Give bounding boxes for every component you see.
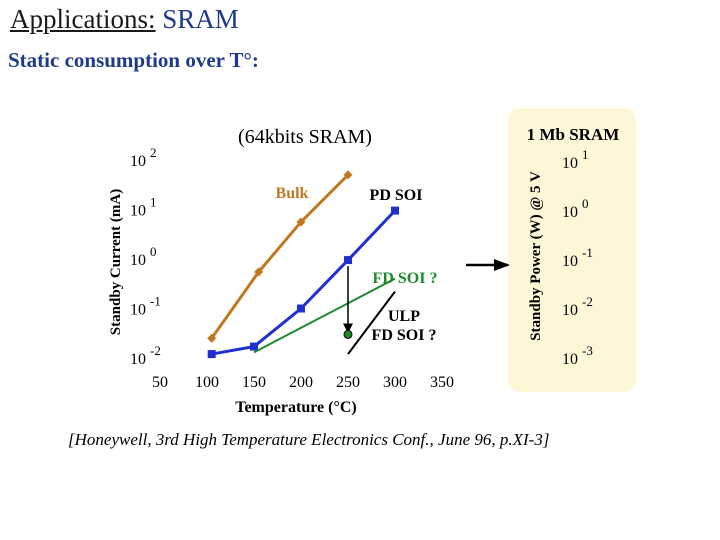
side-panel-ylabel: Standby Power (W) @ 5 V [528,171,544,341]
y-tick-label: 10-2 [130,343,161,368]
x-tick-label: 350 [430,374,454,391]
point-pd-soi [297,304,305,313]
title-suffix: SRAM [162,4,239,34]
x-tick-label: 250 [336,374,360,391]
point-pd-soi [207,350,216,359]
x-tick-label: 150 [242,374,266,391]
x-ticks: 50 100 150 200 250 300 350 [152,374,454,391]
side-tick-label: 10-2 [562,294,593,319]
point-pd-soi [250,342,258,351]
point-bulk [343,170,353,180]
reference-citation: [Honeywell, 3rd High Temperature Electro… [68,430,550,449]
side-panel-title: 1 Mb SRAM [527,125,620,144]
point-pd-soi [344,256,352,265]
side-panel-ticks: 101 100 10-1 10-2 10-3 [562,147,593,368]
side-tick-label: 10-1 [562,245,593,270]
chart-title: (64kbits SRAM) [238,126,372,148]
point-pd-soi [391,206,399,215]
annotation-ulp-line2: FD SOI ? [372,327,437,344]
slide-subtitle: Static consumption over T°: [8,48,259,72]
point-bulk [254,267,264,277]
x-tick-label: 50 [152,374,168,391]
plot-area [207,170,399,359]
y-tick-label: 10-1 [130,294,161,319]
side-tick-label: 100 [562,196,589,221]
y-tick-label: 100 [130,244,157,269]
side-tick-label: 10-3 [562,343,593,368]
series-line-ulp-fd-soi [347,290,396,355]
x-axis-label: Temperature (°C) [235,399,356,416]
side-panel [508,108,636,392]
projection-target-point [343,329,353,339]
title-prefix: Applications: [10,4,156,34]
x-tick-label: 300 [383,374,407,391]
point-bulk [207,333,217,343]
annotation-ulp-line1: ULP [388,308,420,325]
y-ticks: 102 101 100 10-1 10-2 [130,145,161,368]
annotation-fd-soi: FD SOI ? [373,270,438,287]
annotation-pd-soi: PD SOI [370,187,423,204]
series-line-fd-soi [253,277,396,354]
x-tick-label: 100 [195,374,219,391]
x-tick-label: 200 [289,374,313,391]
side-tick-label: 101 [562,147,589,172]
y-tick-label: 102 [130,145,157,170]
series-line-pd-soi [211,209,397,356]
y-axis-label: Standby Current (mA) [108,189,124,335]
series-line-bulk [210,173,350,340]
y-tick-label: 101 [130,195,157,220]
annotation-bulk: Bulk [276,185,309,202]
point-bulk [296,217,306,227]
slide-title: Applications: SRAM [10,4,239,35]
